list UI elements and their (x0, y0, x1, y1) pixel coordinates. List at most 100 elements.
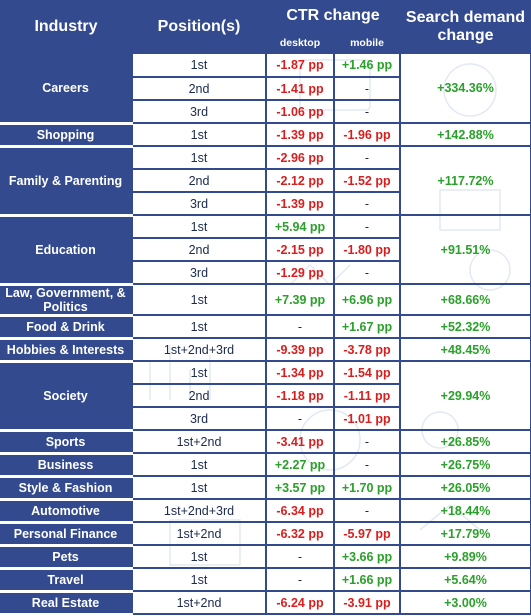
table-row: Education 1st +5.94 pp - +91.51% (0, 215, 531, 286)
mobile-ctr-cell: +1.67 pp (333, 315, 400, 339)
search-demand-cell: +26.85% (399, 430, 531, 454)
search-demand-cell: +52.32% (399, 315, 531, 339)
table-row: Sports 1st+2nd -3.41 pp - +26.85% (0, 430, 531, 455)
table-row: 3rd -1.39 pp - (0, 192, 531, 216)
desktop-ctr-cell: -1.29 pp (265, 261, 334, 285)
industry-cell: Business (0, 453, 133, 478)
mobile-ctr-cell: -5.97 pp (333, 522, 400, 546)
table-row: Travel 1st - +1.66 pp +5.64% (0, 568, 531, 593)
position-cell: 1st (131, 315, 266, 339)
mobile-ctr-cell: - (333, 261, 400, 285)
search-demand-cell: +17.79% (399, 522, 531, 546)
mobile-ctr-cell: -1.80 pp (333, 238, 400, 262)
industry-cell: Hobbies & Interests (0, 338, 133, 363)
search-demand-cell: +48.45% (399, 338, 531, 362)
desktop-ctr-cell: -6.32 pp (265, 522, 334, 546)
table-row: Careers 1st -1.87 pp +1.46 pp +334.36% (0, 54, 531, 125)
desktop-ctr-cell: +5.94 pp (265, 215, 334, 239)
mobile-ctr-cell: - (333, 453, 400, 477)
table-row: Personal Finance 1st+2nd -6.32 pp -5.97 pp +… (0, 522, 531, 547)
position-cell: 1st (131, 476, 266, 500)
position-cell: 1st (131, 284, 266, 316)
industry-cell: Travel (0, 568, 133, 593)
industry-cell: Style & Fashion (0, 476, 133, 501)
mobile-ctr-cell: -3.91 pp (333, 591, 400, 615)
search-demand-cell: +26.75% (399, 453, 531, 477)
table-row: Automotive 1st+2nd+3rd -6.34 pp - +18.44% (0, 499, 531, 524)
desktop-ctr-cell: -6.24 pp (265, 591, 334, 615)
table-row: Pets 1st - +3.66 pp +9.89% (0, 545, 531, 570)
industry-cell: Law, Government, & Politics (0, 284, 133, 317)
position-cell: 2nd (131, 238, 266, 262)
search-demand-cell: +117.72% (399, 146, 531, 216)
mobile-ctr-cell: +3.66 pp (333, 545, 400, 569)
search-demand-cell: +68.66% (399, 284, 531, 316)
header-mobile: mobile (350, 37, 384, 49)
industry-cell: Automotive (0, 499, 133, 524)
industry-cell: Sports (0, 430, 133, 455)
table-row: 3rd -1.06 pp - (0, 100, 531, 124)
industry-cell: Shopping (0, 123, 133, 148)
table-row: Family & Parenting 1st -2.96 pp - +117.72% (0, 146, 531, 217)
table-row: Style & Fashion 1st +3.57 pp +1.70 pp +26.05… (0, 476, 531, 501)
mobile-ctr-cell: - (333, 192, 400, 216)
mobile-ctr-cell: -1.01 pp (333, 407, 400, 431)
industry-cell: Family & Parenting (0, 146, 133, 217)
position-cell: 1st (131, 123, 266, 147)
position-cell: 3rd (131, 100, 266, 124)
mobile-ctr-cell: +1.66 pp (333, 568, 400, 592)
industry-cell: Careers (0, 54, 133, 125)
desktop-ctr-cell: -1.39 pp (265, 123, 334, 147)
desktop-ctr-cell: -3.41 pp (265, 430, 334, 454)
table-row: Real Estate 1st+2nd -6.24 pp -3.91 pp +3.00% (0, 591, 531, 616)
mobile-ctr-cell: - (333, 146, 400, 170)
position-cell: 3rd (131, 407, 266, 431)
desktop-ctr-cell: -2.96 pp (265, 146, 334, 170)
header-search-demand: Search demand change (405, 9, 526, 44)
table-row: Business 1st +2.27 pp - +26.75% (0, 453, 531, 478)
desktop-ctr-cell: -1.39 pp (265, 192, 334, 216)
header-row: Industry Position(s) CTR change Search d… (0, 0, 531, 44)
table-row: Law, Government, & Politics 1st +7.39 pp +6… (0, 284, 531, 317)
table-row: 3rd -1.29 pp - (0, 261, 531, 285)
position-cell: 1st (131, 568, 266, 592)
mobile-ctr-cell: - (333, 77, 400, 101)
table-row: 3rd - -1.01 pp (0, 407, 531, 431)
desktop-ctr-cell: - (265, 407, 334, 431)
mobile-ctr-cell: -1.54 pp (333, 361, 400, 385)
search-demand-cell: +9.89% (399, 545, 531, 569)
mobile-ctr-cell: - (333, 215, 400, 239)
industry-cell: Pets (0, 545, 133, 570)
table-row: Hobbies & Interests 1st+2nd+3rd -9.39 pp -3… (0, 338, 531, 363)
mobile-ctr-cell: -1.11 pp (333, 384, 400, 408)
table-row: Shopping 1st -1.39 pp -1.96 pp +142.88% (0, 123, 531, 148)
search-demand-cell: +5.64% (399, 568, 531, 592)
mobile-ctr-cell: - (333, 100, 400, 124)
desktop-ctr-cell: +2.27 pp (265, 453, 334, 477)
desktop-ctr-cell: -1.41 pp (265, 77, 334, 101)
mobile-ctr-cell: -1.52 pp (333, 169, 400, 193)
table-row: Food & Drink 1st - +1.67 pp +52.32% (0, 315, 531, 340)
desktop-ctr-cell: -1.18 pp (265, 384, 334, 408)
position-cell: 1st (131, 545, 266, 569)
table-row: Society 1st -1.34 pp -1.54 pp +29.94% (0, 361, 531, 432)
desktop-ctr-cell: -6.34 pp (265, 499, 334, 523)
position-cell: 1st (131, 361, 266, 385)
desktop-ctr-cell: - (265, 315, 334, 339)
search-demand-cell: +3.00% (399, 591, 531, 615)
search-demand-cell: +142.88% (399, 123, 531, 147)
desktop-ctr-cell: +3.57 pp (265, 476, 334, 500)
table-row: 2nd -2.15 pp -1.80 pp (0, 238, 531, 262)
position-cell: 1st (131, 453, 266, 477)
position-cell: 1st+2nd+3rd (131, 338, 266, 362)
industry-cell: Food & Drink (0, 315, 133, 340)
position-cell: 1st+2nd (131, 591, 266, 615)
desktop-ctr-cell: - (265, 545, 334, 569)
mobile-ctr-cell: -3.78 pp (333, 338, 400, 362)
table-body: Careers 1st -1.87 pp +1.46 pp +334.36% 2nd -1.… (0, 54, 531, 616)
desktop-ctr-cell: -1.06 pp (265, 100, 334, 124)
desktop-ctr-cell: -2.15 pp (265, 238, 334, 262)
desktop-ctr-cell: -1.34 pp (265, 361, 334, 385)
search-demand-cell: +91.51% (399, 215, 531, 285)
